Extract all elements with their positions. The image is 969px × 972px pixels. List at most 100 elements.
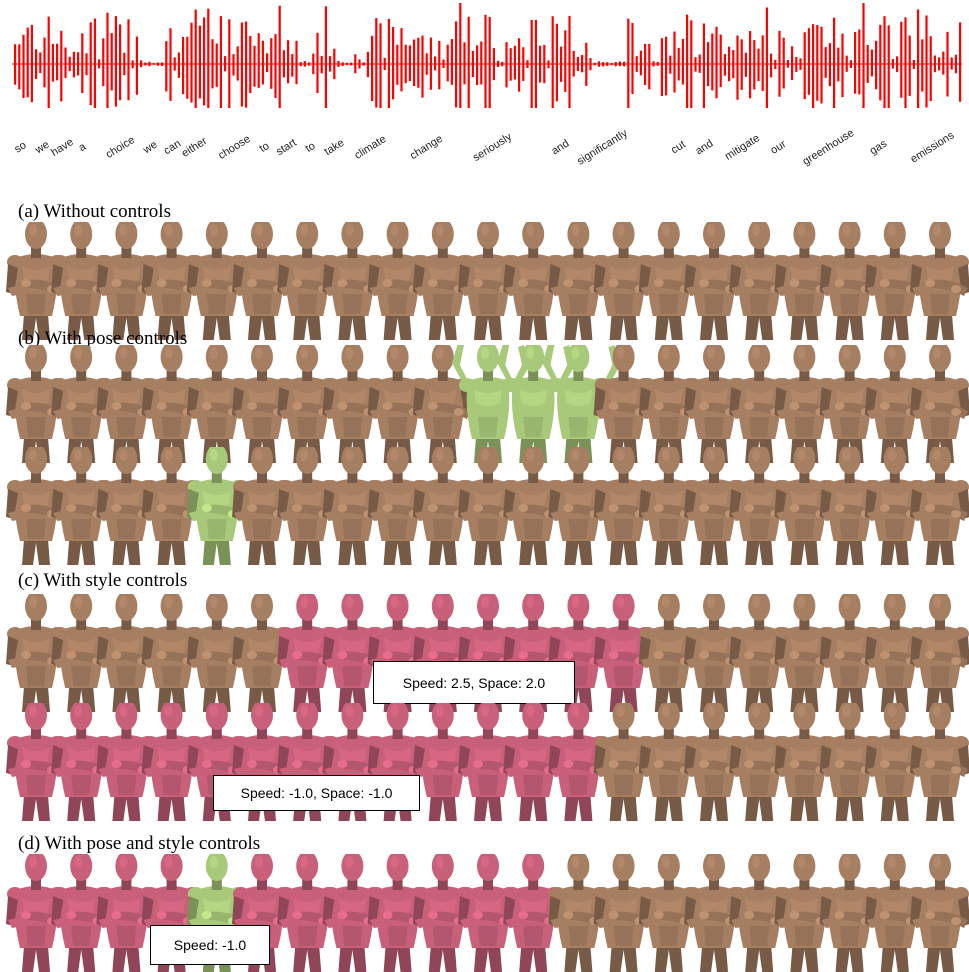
waveform-bar: [135, 36, 138, 95]
waveform-bar: [429, 37, 432, 90]
waveform-bar: [786, 60, 789, 68]
avatar-default: [819, 594, 880, 712]
waveform-bar: [652, 61, 655, 67]
word-label: gas: [868, 137, 890, 157]
waveform-bar: [807, 28, 810, 95]
waveform-bar: [383, 57, 386, 70]
waveform-bar: [681, 38, 684, 85]
waveform-bar: [333, 48, 336, 80]
waveform-bar: [593, 62, 596, 66]
section-title-d: (d) With pose and style controls: [18, 833, 261, 854]
waveform-bar: [950, 57, 953, 70]
word-label: have: [49, 136, 76, 159]
waveform-bar: [215, 43, 218, 87]
waveform-bar: [375, 18, 378, 108]
waveform-bar: [891, 59, 894, 69]
waveform-bar: [93, 18, 96, 109]
waveform-bar: [560, 46, 563, 82]
waveform-bar: [782, 37, 785, 89]
avatar-default: [910, 703, 969, 821]
waveform-bar: [30, 24, 33, 103]
word-label: we: [140, 139, 159, 157]
waveform-bar: [114, 16, 117, 107]
avatar-default: [910, 447, 969, 565]
waveform-bar: [312, 53, 315, 75]
waveform-bar: [497, 60, 500, 68]
avatar-style-controlled: [548, 594, 609, 712]
waveform-bar: [287, 40, 290, 84]
waveform-bar: [488, 16, 491, 108]
avatar-strip-b2: [0, 447, 969, 565]
waveform-bar: [492, 48, 495, 81]
waveform-bar: [740, 39, 743, 90]
waveform-bar: [702, 23, 705, 108]
waveform-bar: [471, 51, 474, 78]
waveform-bar: [232, 54, 235, 76]
waveform-bar: [858, 29, 861, 95]
avatar-default: [910, 222, 969, 340]
waveform-bar: [47, 16, 50, 108]
avatar-default: [232, 222, 292, 340]
avatar-default: [51, 594, 112, 712]
waveform-bar: [110, 33, 113, 91]
avatar-default: [6, 447, 66, 565]
avatar-style-controlled: [51, 703, 112, 821]
waveform-bar: [744, 52, 747, 77]
word-label: and: [549, 138, 571, 158]
waveform-bar: [161, 62, 164, 66]
waveform-bar: [156, 62, 159, 66]
waveform-bar: [610, 63, 613, 66]
waveform-bar: [791, 46, 794, 80]
waveform-bar: [942, 51, 945, 75]
waveform-bar: [278, 5, 281, 108]
waveform-bar: [148, 61, 151, 67]
waveform-bar: [539, 45, 542, 83]
avatar-strip-a1: [0, 222, 969, 340]
waveform-bar: [795, 56, 798, 72]
waveform-bar: [635, 56, 638, 72]
waveform-bar: [908, 35, 911, 96]
waveform-bar: [274, 34, 277, 98]
waveform-bar: [194, 9, 197, 109]
waveform-bar: [81, 33, 84, 94]
waveform-bar: [341, 62, 344, 66]
waveform-bar: [152, 63, 155, 65]
word-label: change: [408, 133, 445, 162]
waveform-bar: [173, 57, 176, 71]
word-label: mitigate: [723, 132, 762, 163]
waveform-bar: [938, 57, 941, 71]
waveform-bar: [803, 32, 806, 100]
waveform-bar: [614, 62, 617, 67]
word-label: cut: [669, 138, 688, 156]
waveform-bar: [299, 62, 302, 67]
waveform-bar: [732, 50, 735, 79]
waveform-bar: [169, 28, 172, 101]
waveform-bar: [673, 31, 676, 93]
avatar-default: [729, 854, 790, 972]
waveform-bar: [883, 16, 886, 108]
waveform-bar: [295, 40, 298, 85]
waveform-bar: [98, 59, 101, 69]
waveform-bar: [85, 53, 88, 76]
waveform-bar: [379, 23, 382, 109]
word-label: our: [768, 138, 788, 157]
avatar-default: [910, 594, 969, 712]
waveform-bar: [131, 60, 134, 69]
waveform-bar: [182, 36, 185, 95]
avatar-pose-controlled: [186, 447, 247, 565]
avatar-default: [503, 222, 564, 340]
waveform-bar: [358, 59, 361, 69]
waveform-bar: [618, 61, 621, 67]
waveform-bar: [879, 24, 882, 101]
avatar-default: [96, 222, 157, 340]
waveform-bar: [887, 25, 890, 108]
avatar-default: [864, 703, 925, 821]
avatar-strip-d1: [0, 854, 969, 972]
waveform-bar: [404, 44, 407, 84]
waveform-bar: [106, 12, 109, 108]
avatar-default: [819, 703, 880, 821]
waveform-bar: [711, 33, 714, 91]
waveform-bar: [736, 35, 739, 100]
waveform-bar: [753, 40, 756, 90]
avatar-style-controlled: [96, 703, 157, 821]
